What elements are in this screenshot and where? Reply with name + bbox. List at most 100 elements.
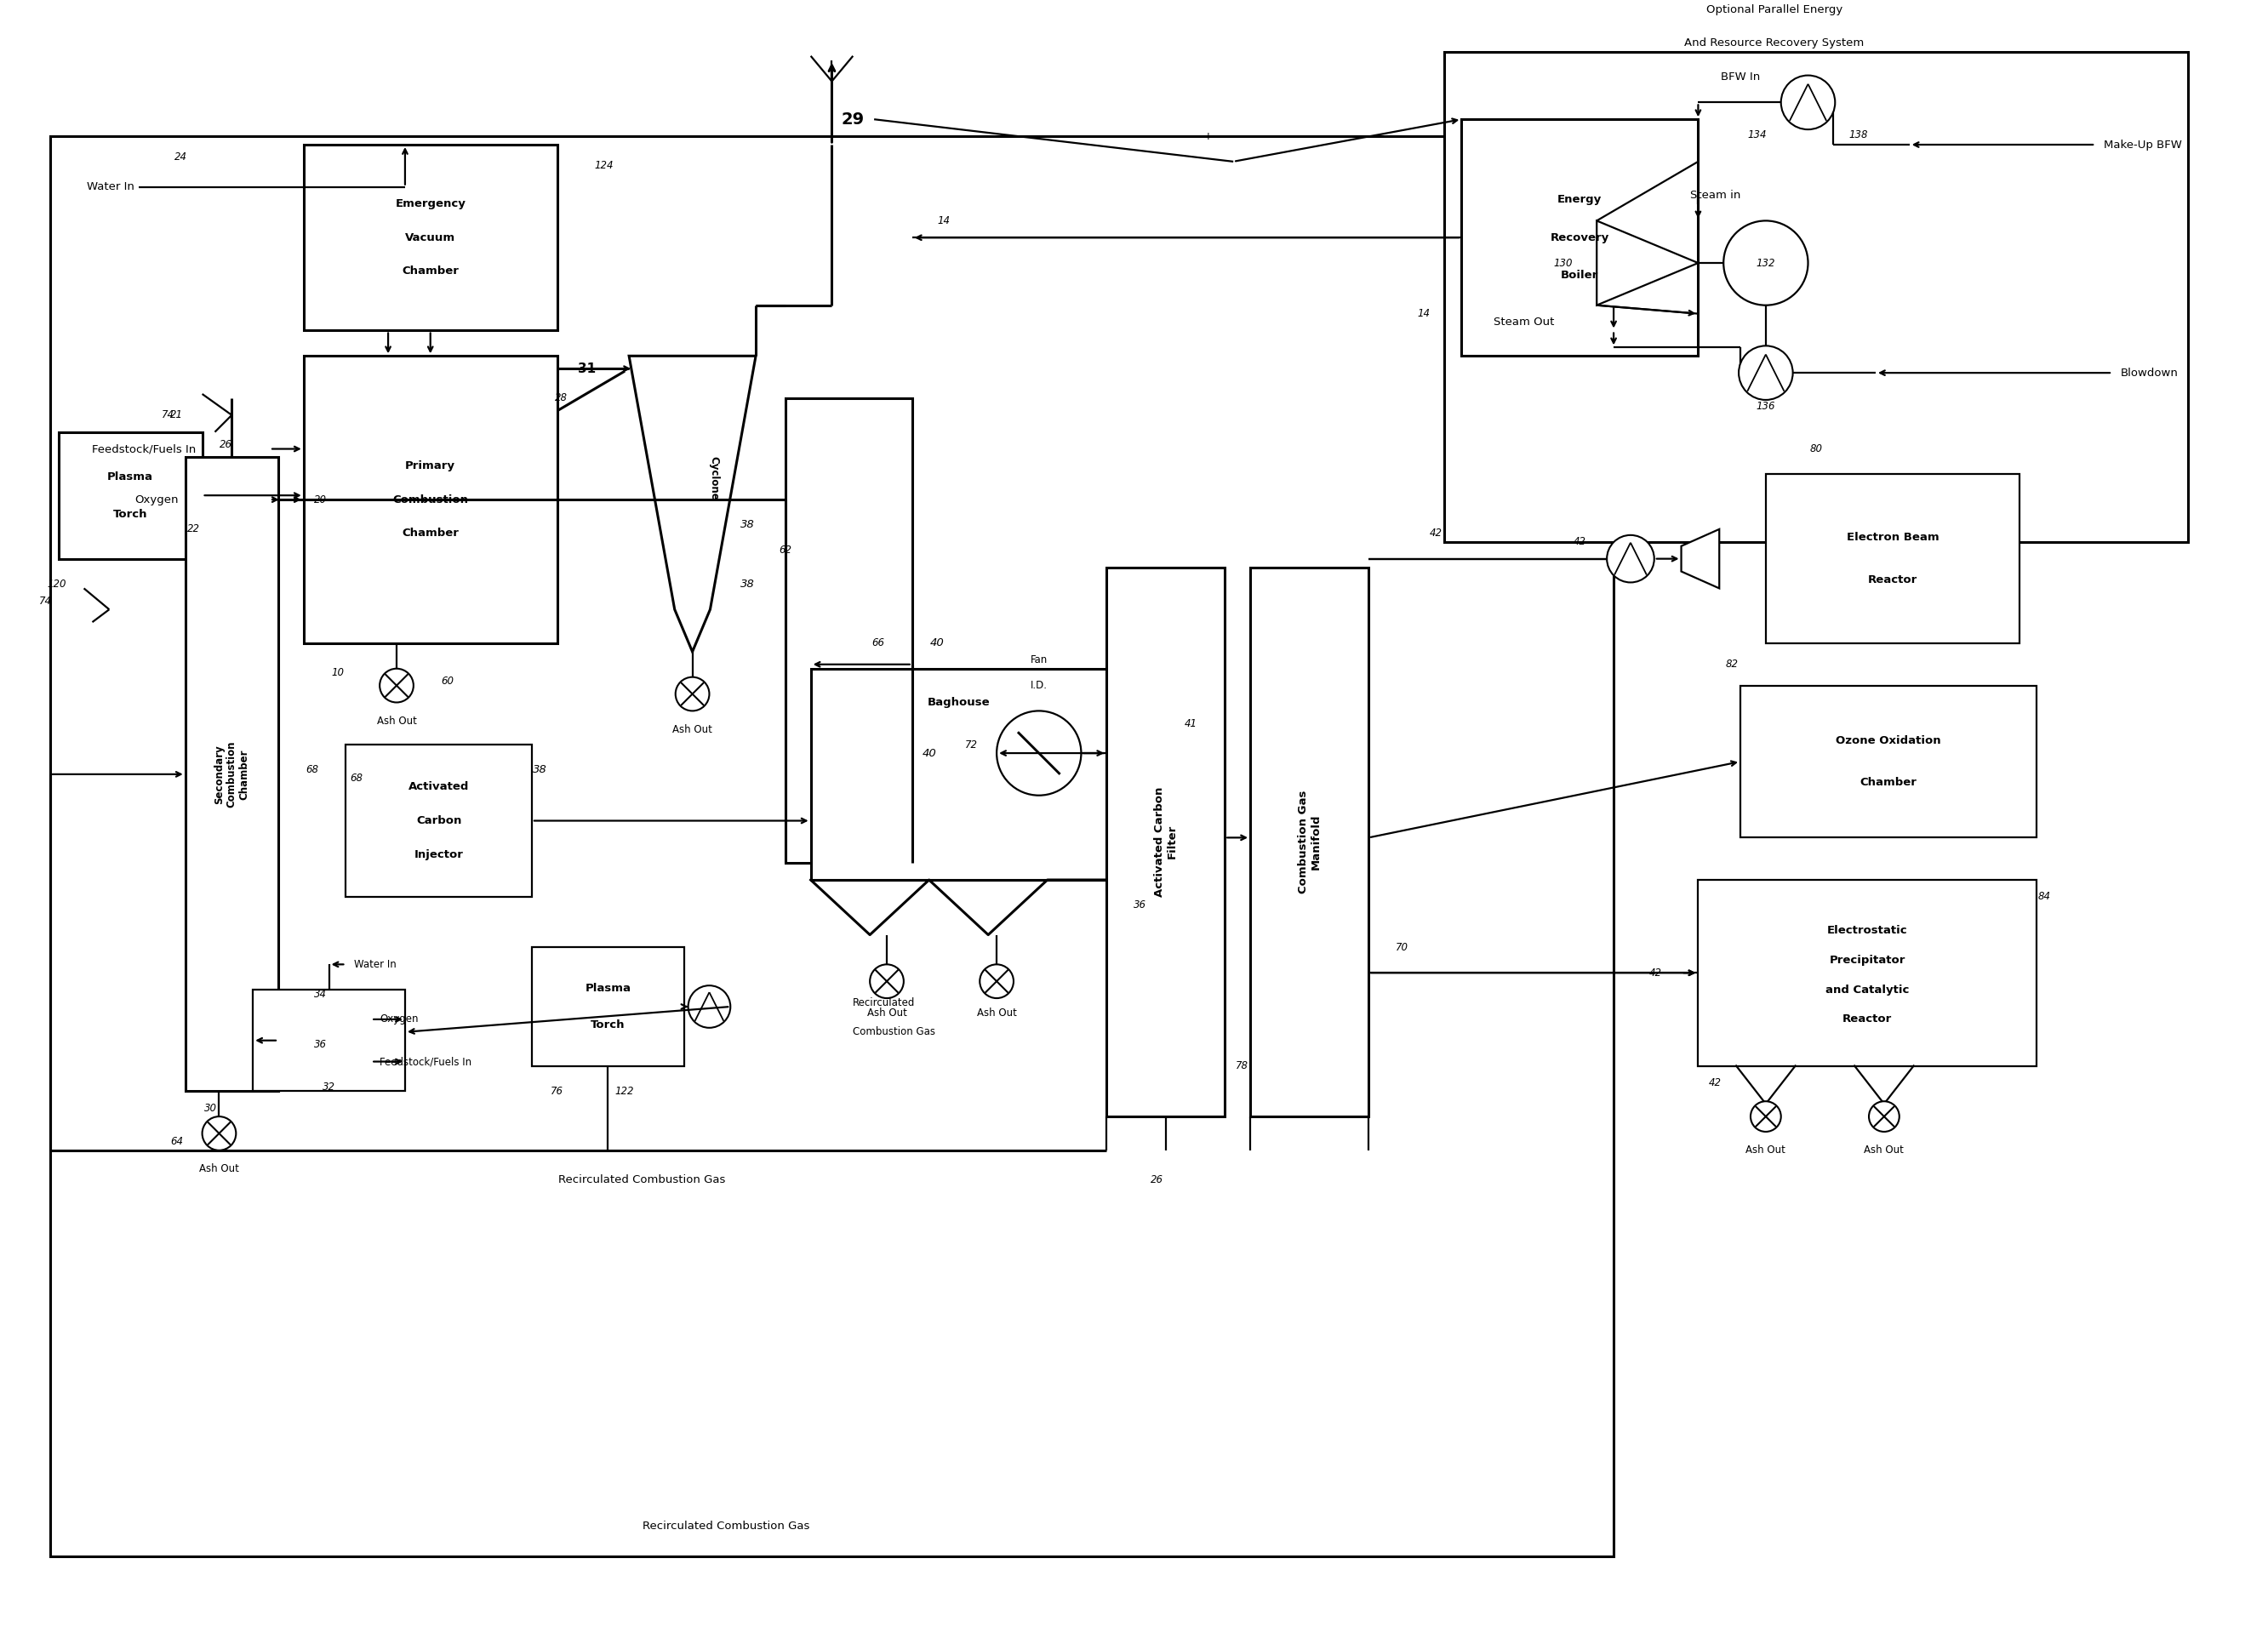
Text: Ash Out: Ash Out bbox=[1864, 1144, 1905, 1156]
Text: 24: 24 bbox=[175, 151, 188, 163]
FancyBboxPatch shape bbox=[1250, 567, 1368, 1116]
Text: 60: 60 bbox=[440, 676, 454, 687]
Text: 62: 62 bbox=[778, 544, 792, 556]
Text: Ash Out: Ash Out bbox=[1746, 1144, 1785, 1156]
Text: Chamber: Chamber bbox=[401, 266, 458, 276]
Text: Recovery: Recovery bbox=[1551, 232, 1610, 243]
Text: Optional Parallel Energy: Optional Parallel Energy bbox=[1706, 3, 1842, 15]
FancyBboxPatch shape bbox=[531, 947, 685, 1065]
Circle shape bbox=[202, 1116, 236, 1151]
Text: Fan: Fan bbox=[1030, 654, 1048, 666]
Text: Secondary
Combustion
Chamber: Secondary Combustion Chamber bbox=[213, 741, 249, 807]
Text: Chamber: Chamber bbox=[401, 528, 458, 539]
Circle shape bbox=[996, 710, 1082, 796]
Text: Boiler: Boiler bbox=[1560, 270, 1599, 281]
Text: Ash Out: Ash Out bbox=[376, 715, 417, 727]
Text: 42: 42 bbox=[1649, 967, 1662, 978]
Text: 14: 14 bbox=[1418, 307, 1429, 319]
Polygon shape bbox=[1681, 529, 1719, 589]
Text: 40: 40 bbox=[930, 638, 946, 649]
Text: 64: 64 bbox=[170, 1136, 184, 1148]
Text: 22: 22 bbox=[188, 524, 200, 534]
Text: Plasma: Plasma bbox=[585, 983, 631, 993]
Text: Combustion Gas
Manifold: Combustion Gas Manifold bbox=[1297, 791, 1322, 893]
Text: Primary: Primary bbox=[406, 460, 456, 472]
Text: 26: 26 bbox=[220, 439, 231, 450]
Text: 72: 72 bbox=[964, 740, 978, 750]
Text: Carbon: Carbon bbox=[415, 815, 463, 827]
Text: Oxygen: Oxygen bbox=[379, 1014, 417, 1024]
FancyBboxPatch shape bbox=[1767, 473, 2019, 643]
Text: 36: 36 bbox=[1134, 899, 1148, 911]
Text: 36: 36 bbox=[315, 1039, 327, 1051]
Text: Blowdown: Blowdown bbox=[2121, 367, 2180, 378]
Text: Plasma: Plasma bbox=[107, 472, 154, 482]
FancyBboxPatch shape bbox=[1699, 880, 2037, 1065]
Text: 74: 74 bbox=[161, 409, 175, 421]
Text: Chamber: Chamber bbox=[1860, 778, 1916, 787]
Text: 31: 31 bbox=[578, 362, 596, 375]
FancyBboxPatch shape bbox=[59, 432, 202, 559]
Text: 38: 38 bbox=[739, 520, 755, 531]
Text: Baghouse: Baghouse bbox=[928, 697, 989, 709]
Text: Activated Carbon
Filter: Activated Carbon Filter bbox=[1154, 787, 1177, 898]
Text: I.D.: I.D. bbox=[1030, 681, 1048, 690]
FancyBboxPatch shape bbox=[304, 145, 558, 330]
Text: 28: 28 bbox=[556, 393, 567, 404]
Text: 38: 38 bbox=[739, 579, 755, 590]
Text: 76: 76 bbox=[551, 1085, 562, 1097]
Text: 74: 74 bbox=[39, 595, 52, 607]
Text: Oxygen: Oxygen bbox=[134, 495, 179, 505]
Text: Ash Out: Ash Out bbox=[978, 1008, 1016, 1019]
Circle shape bbox=[1751, 1101, 1780, 1131]
Text: Recirculated Combustion Gas: Recirculated Combustion Gas bbox=[558, 1174, 726, 1185]
Text: 42: 42 bbox=[1574, 536, 1585, 547]
Text: 134: 134 bbox=[1749, 128, 1767, 140]
FancyBboxPatch shape bbox=[347, 745, 531, 896]
Text: Electron Beam: Electron Beam bbox=[1846, 533, 1939, 543]
Text: Make-Up BFW: Make-Up BFW bbox=[2105, 140, 2182, 150]
Circle shape bbox=[1724, 220, 1808, 306]
Circle shape bbox=[1740, 345, 1792, 399]
Circle shape bbox=[676, 677, 710, 710]
Text: Feedstock/Fuels In: Feedstock/Fuels In bbox=[93, 444, 197, 454]
Text: 10: 10 bbox=[331, 667, 345, 679]
Circle shape bbox=[1869, 1101, 1898, 1131]
Text: 40: 40 bbox=[921, 748, 937, 758]
FancyBboxPatch shape bbox=[810, 669, 1107, 880]
Polygon shape bbox=[1597, 220, 1699, 306]
Circle shape bbox=[1606, 534, 1653, 582]
Text: 136: 136 bbox=[1755, 401, 1776, 413]
Text: 78: 78 bbox=[1236, 1060, 1247, 1072]
Text: Steam Out: Steam Out bbox=[1495, 317, 1554, 327]
Circle shape bbox=[379, 669, 413, 702]
Text: And Resource Recovery System: And Resource Recovery System bbox=[1685, 38, 1864, 49]
Text: Ash Out: Ash Out bbox=[671, 723, 712, 735]
Text: 29: 29 bbox=[841, 112, 864, 127]
Text: and Catalytic: and Catalytic bbox=[1826, 985, 1910, 995]
Text: Combustion: Combustion bbox=[392, 495, 467, 505]
Text: 20: 20 bbox=[315, 495, 327, 505]
Text: Torch: Torch bbox=[590, 1019, 626, 1031]
Text: 38: 38 bbox=[533, 764, 547, 776]
FancyBboxPatch shape bbox=[304, 357, 558, 643]
Text: 80: 80 bbox=[1810, 444, 1823, 454]
Text: Recirculated Combustion Gas: Recirculated Combustion Gas bbox=[642, 1521, 810, 1532]
Circle shape bbox=[980, 965, 1014, 998]
Text: Cyclone: Cyclone bbox=[708, 457, 719, 500]
Text: Water In: Water In bbox=[86, 181, 134, 192]
FancyBboxPatch shape bbox=[50, 136, 1613, 1555]
Text: Reactor: Reactor bbox=[1842, 1014, 1892, 1024]
Text: 120: 120 bbox=[48, 579, 66, 590]
Text: 42: 42 bbox=[1708, 1077, 1721, 1088]
Text: 124: 124 bbox=[594, 159, 612, 171]
Text: Energy: Energy bbox=[1558, 194, 1601, 206]
Text: 66: 66 bbox=[871, 638, 885, 649]
Text: 82: 82 bbox=[1726, 659, 1737, 669]
FancyBboxPatch shape bbox=[1107, 567, 1225, 1116]
Text: 42: 42 bbox=[1429, 528, 1442, 539]
Text: 32: 32 bbox=[322, 1082, 336, 1093]
FancyBboxPatch shape bbox=[785, 398, 912, 863]
Text: 132: 132 bbox=[1755, 258, 1776, 268]
Text: Ash Out: Ash Out bbox=[200, 1164, 238, 1174]
